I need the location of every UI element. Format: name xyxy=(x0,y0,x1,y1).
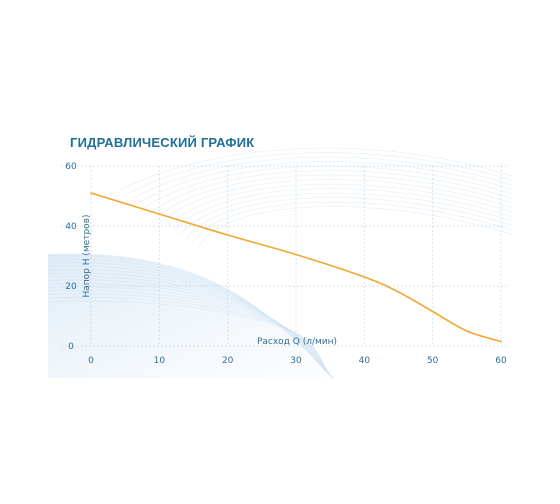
decor-arc-line xyxy=(149,170,513,213)
decor-arc-line xyxy=(167,183,513,227)
decor-arc-line xyxy=(185,197,513,240)
decor-sweep-line xyxy=(47,283,335,379)
y-tick-label: 0 xyxy=(68,342,74,352)
decor-sweep-line xyxy=(47,290,335,379)
chart-grid xyxy=(61,165,509,347)
decor-arc-line xyxy=(119,147,513,191)
decor-sweep-line xyxy=(47,272,335,379)
y-axis-ticks: 0 20 40 60 xyxy=(65,162,77,352)
x-tick-label: 60 xyxy=(495,356,507,366)
y-tick-label: 40 xyxy=(65,222,77,232)
decor-sweep-line xyxy=(47,262,335,379)
decor-sweep-line xyxy=(47,265,335,379)
decor-arc-line xyxy=(131,156,513,200)
y-axis-label: Напор Н (метров) xyxy=(82,215,92,298)
series-line xyxy=(90,192,502,343)
y-tick-label: 20 xyxy=(65,282,77,292)
chart-title: ГИДРАВЛИЧЕСКИЙ ГРАФИК xyxy=(70,135,254,150)
decor-sweep-line xyxy=(47,279,335,379)
x-tick-label: 50 xyxy=(427,356,439,366)
decor-arc-line xyxy=(155,174,513,218)
decor-sweep-line xyxy=(47,269,335,379)
x-axis-ticks: 0 10 20 30 40 50 60 xyxy=(88,356,507,366)
x-tick-label: 30 xyxy=(290,356,302,366)
chart-series xyxy=(90,192,502,343)
decor-sweep-line xyxy=(47,297,335,379)
decor-sweep-line xyxy=(47,276,335,379)
decor-arc-line xyxy=(143,165,513,209)
decor-sweep-line xyxy=(47,293,335,379)
x-tick-label: 20 xyxy=(222,356,234,366)
decor-arc-line xyxy=(137,161,513,204)
background-decoration xyxy=(47,147,513,379)
decor-sweep-line xyxy=(47,258,335,379)
x-axis-label: Расход Q (л/мин) xyxy=(257,337,337,347)
decor-sweep-line xyxy=(47,286,335,379)
x-tick-label: 40 xyxy=(359,356,371,366)
decor-arc-line xyxy=(161,179,513,222)
x-tick-label: 0 xyxy=(88,356,94,366)
decor-arc-line xyxy=(173,188,513,231)
decor-arc-line xyxy=(179,192,513,236)
decor-sweep-line xyxy=(47,300,335,379)
y-tick-label: 60 xyxy=(65,162,77,172)
x-tick-label: 10 xyxy=(154,356,166,366)
decor-arc-line xyxy=(191,201,513,245)
